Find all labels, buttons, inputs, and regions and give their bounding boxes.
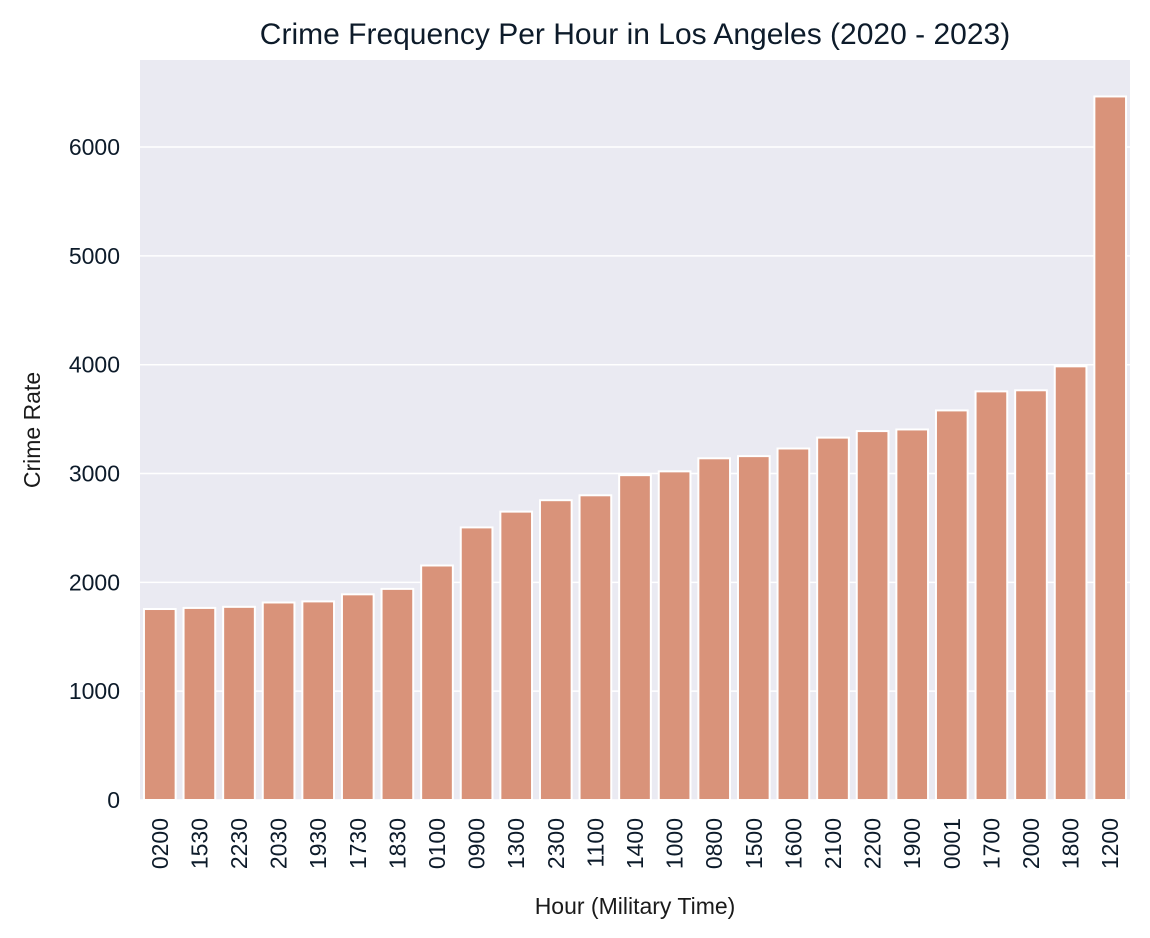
x-tick-label: 1730 <box>345 818 371 869</box>
bar-1730 <box>340 593 375 802</box>
x-tick-label: 2000 <box>1018 818 1044 869</box>
bar-1600 <box>776 447 811 801</box>
x-tick-label: 1700 <box>978 818 1004 869</box>
x-tick-label: 0100 <box>424 818 450 869</box>
x-tick-label: 2230 <box>226 818 252 869</box>
bar-1200 <box>1093 95 1128 802</box>
x-tick-label: 1500 <box>741 818 767 869</box>
y-tick-label: 1000 <box>69 678 120 704</box>
x-tick-labels: 0200 1530 2230 2030 1930 1730 1830 0100 0900 1300… <box>147 818 1123 869</box>
bar-1830 <box>380 587 415 801</box>
y-tick-label: 6000 <box>69 134 120 160</box>
x-tick-label: 1100 <box>582 818 608 867</box>
x-tick-label: 0200 <box>147 818 173 869</box>
x-tick-label: 1400 <box>622 818 648 869</box>
bar-0200 <box>142 608 177 801</box>
y-tick-label: 2000 <box>69 569 120 595</box>
bar-0800 <box>697 457 732 801</box>
bar-1800 <box>1053 365 1088 801</box>
x-tick-label: 1800 <box>1058 818 1084 869</box>
x-tick-label: 1530 <box>186 818 212 869</box>
bar-0001 <box>934 409 969 801</box>
y-tick-label: 0 <box>107 787 120 813</box>
bar-0100 <box>420 564 454 801</box>
y-tick-label: 4000 <box>69 352 120 378</box>
x-tick-label: 0001 <box>939 818 965 869</box>
x-tick-label: 2030 <box>266 818 292 869</box>
x-tick-label: 0800 <box>701 818 727 869</box>
x-tick-label: 1900 <box>899 818 925 869</box>
x-tick-label: 2200 <box>860 818 886 869</box>
x-tick-label: 2100 <box>820 818 846 869</box>
bar-1400 <box>618 474 652 801</box>
x-tick-label: 1600 <box>780 818 806 869</box>
bar-1500 <box>736 455 771 801</box>
bar-1530 <box>182 606 217 801</box>
bar-1930 <box>301 600 336 801</box>
bar-1000 <box>657 470 692 801</box>
bar-1100 <box>578 494 613 801</box>
bar-2100 <box>816 436 850 801</box>
bar-2200 <box>855 430 890 801</box>
bar-1300 <box>499 510 534 801</box>
x-axis-label: Hour (Military Time) <box>535 893 736 919</box>
bar-1900 <box>895 428 930 801</box>
y-tick-label: 5000 <box>69 243 120 269</box>
bar-2300 <box>538 499 573 801</box>
x-tick-label: 1000 <box>662 818 688 869</box>
bar-2000 <box>1014 389 1048 801</box>
bar-1700 <box>974 390 1009 801</box>
y-tick-label: 3000 <box>69 461 120 487</box>
y-axis-label: Crime Rate <box>19 372 45 488</box>
bars-group <box>142 95 1128 802</box>
x-tick-label: 1930 <box>305 818 331 869</box>
x-tick-label: 1830 <box>384 818 410 869</box>
x-tick-label: 1200 <box>1097 818 1123 869</box>
x-tick-label: 0900 <box>464 818 490 869</box>
y-tick-labels: 0 1000 2000 3000 4000 5000 6000 <box>69 134 120 813</box>
bar-0900 <box>459 526 494 801</box>
x-tick-label: 2300 <box>543 818 569 869</box>
bar-2230 <box>222 605 256 802</box>
chart-title: Crime Frequency Per Hour in Los Angeles … <box>260 18 1010 51</box>
bar-2030 <box>261 601 296 801</box>
x-tick-label: 1300 <box>503 818 529 869</box>
